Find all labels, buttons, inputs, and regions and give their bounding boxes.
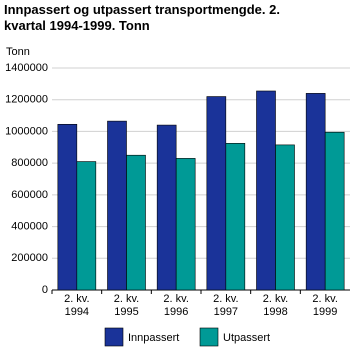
legend-label: Innpassert — [128, 332, 179, 344]
legend-swatch — [104, 327, 124, 347]
bar — [324, 131, 345, 291]
bar — [156, 124, 177, 291]
bar — [57, 123, 78, 291]
bar — [126, 154, 146, 291]
bar — [305, 93, 326, 291]
x-tick-label: 2. kv. 1995 — [113, 293, 140, 318]
y-tick-label: 0 — [42, 284, 48, 296]
chart-title: Innpassert og utpassert transportmengde.… — [4, 2, 280, 33]
y-axis-label: Tonn — [6, 46, 30, 58]
bar — [256, 90, 276, 291]
x-tick-label: 2. kv. 1999 — [312, 293, 338, 318]
legend-swatch — [199, 327, 219, 347]
y-tick-label: 1400000 — [5, 62, 48, 74]
bar — [206, 96, 227, 291]
y-tick-label: 200000 — [11, 252, 48, 264]
x-tick-label: 2. kv. 1994 — [64, 293, 90, 318]
y-tick-label: 600000 — [11, 189, 48, 201]
x-tick-label: 2. kv. 1997 — [213, 293, 239, 318]
legend-label: Utpassert — [223, 332, 270, 344]
x-tick-label: 2. kv. 1996 — [163, 293, 189, 318]
y-tick-label: 800000 — [11, 157, 48, 169]
y-tick-label: 1000000 — [5, 125, 48, 137]
x-tick-label: 2. kv. 1998 — [262, 293, 289, 318]
y-tick-label: 1200000 — [5, 94, 48, 106]
bar — [225, 143, 246, 291]
bar — [107, 120, 127, 291]
bar — [76, 161, 97, 291]
y-tick-label: 400000 — [11, 220, 48, 232]
bar — [275, 144, 295, 291]
bar — [175, 158, 196, 291]
